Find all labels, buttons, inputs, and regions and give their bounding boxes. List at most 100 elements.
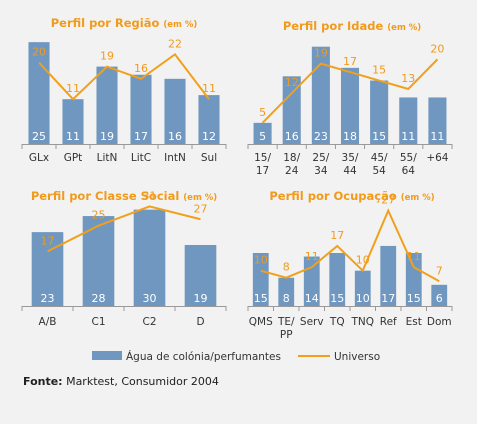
line-value-label: 11 — [202, 82, 216, 95]
line-value-label: 5 — [259, 106, 266, 119]
line-value-label: 19 — [100, 50, 114, 63]
chart-title-unit: (em %) — [183, 193, 217, 203]
category-label: 64 — [402, 165, 416, 177]
bar-value-label: 16 — [285, 130, 299, 143]
chart-title-text: Perfil por Ocupação — [269, 189, 400, 203]
category-label: C2 — [142, 316, 156, 328]
line-value-label: 15 — [372, 64, 386, 77]
category-label: TQ — [329, 316, 345, 328]
line-value-label: 11 — [66, 82, 80, 95]
bar — [311, 46, 330, 144]
universo-line — [261, 58, 439, 124]
category-label: A/B — [39, 316, 57, 328]
category-label: 18/ — [283, 152, 300, 164]
category-label: 44 — [343, 165, 357, 177]
category-label: Dom — [427, 316, 452, 328]
bar-value-label: 23 — [41, 292, 55, 305]
bar-value-label: 5 — [259, 130, 266, 143]
line-value-label: 19 — [314, 47, 328, 60]
category-label: GLx — [29, 152, 49, 164]
source-text: Marktest, Consumidor 2004 — [62, 375, 219, 388]
bar — [96, 66, 118, 144]
chart-title-text: Perfil por Idade — [283, 19, 387, 33]
line-value-label: 10 — [356, 254, 370, 267]
bar — [329, 253, 346, 306]
line-value-label: 13 — [401, 72, 415, 85]
bar — [253, 122, 272, 144]
line-value-label: 16 — [134, 62, 148, 75]
bar — [405, 253, 422, 306]
category-label: 17 — [256, 165, 269, 177]
line-value-label: 17 — [41, 234, 55, 247]
bar-value-label: 12 — [202, 130, 216, 143]
category-label: Serv — [300, 316, 324, 328]
chart-title-unit: (em %) — [387, 23, 421, 33]
bar — [282, 76, 301, 144]
bar — [370, 80, 389, 144]
category-label: GPt — [64, 152, 83, 164]
bar-value-label: 11 — [401, 130, 415, 143]
bar-value-label: 11 — [66, 130, 80, 143]
bar-value-label: 19 — [194, 292, 208, 305]
bar — [431, 284, 448, 306]
bar — [133, 209, 166, 306]
chart-title-text: Perfil por Região — [51, 16, 164, 30]
category-label: 45/ — [371, 152, 388, 164]
bar-value-label: 14 — [305, 292, 319, 305]
bar-value-label: 11 — [430, 130, 444, 143]
line-value-label: 10 — [254, 254, 268, 267]
bar-value-label: 18 — [343, 130, 357, 143]
chart-title-1: Perfil por Região (em %) — [51, 16, 198, 30]
line-value-label: 20 — [32, 46, 46, 59]
universo-line — [260, 208, 440, 283]
bar-value-label: 30 — [143, 292, 157, 305]
bar-value-label: 8 — [283, 292, 290, 305]
category-label: 54 — [372, 165, 386, 177]
bar — [198, 95, 220, 144]
legend-line-label: Universo — [334, 351, 380, 363]
chart-title-unit: (em %) — [401, 193, 435, 203]
bar — [184, 244, 217, 306]
bar — [340, 67, 360, 144]
chart-title-4: Perfil por Ocupação (em %) — [269, 189, 434, 203]
category-label: 24 — [285, 165, 299, 177]
category-label: PP — [280, 329, 293, 341]
category-label: Ref — [380, 316, 397, 328]
category-label: TE/ — [277, 316, 295, 328]
line-value-label: 11 — [407, 250, 421, 263]
bar-value-label: 15 — [407, 292, 421, 305]
line-value-label: 12 — [285, 76, 299, 89]
category-label: IntN — [164, 152, 186, 164]
bar-value-label: 17 — [381, 292, 395, 305]
category-label: Sul — [201, 152, 217, 164]
bar — [130, 74, 152, 144]
category-label: 34 — [314, 165, 328, 177]
line-value-label: 17 — [330, 229, 344, 242]
bar — [380, 245, 397, 306]
line-value-label: 11 — [305, 250, 319, 263]
category-label: C1 — [91, 316, 105, 328]
bar-value-label: 16 — [168, 130, 182, 143]
bar-value-label: 25 — [32, 130, 46, 143]
line-value-label: 22 — [168, 37, 182, 50]
bar — [354, 270, 371, 306]
line-value-label: 7 — [436, 264, 443, 277]
bar-value-label: 17 — [134, 130, 148, 143]
legend-bar-label: Água de colónia/perfumantes — [126, 350, 281, 363]
bar — [252, 253, 269, 306]
bar-value-label: 15 — [372, 130, 386, 143]
bar — [278, 277, 295, 306]
category-label: D — [196, 316, 204, 328]
line-value-label: 27 — [194, 202, 208, 215]
bar-value-label: 10 — [356, 292, 370, 305]
category-label: 35/ — [342, 152, 359, 164]
bar-value-label: 19 — [100, 130, 114, 143]
category-label: +64 — [426, 152, 448, 164]
category-label: TNQ — [350, 316, 374, 328]
bar-value-label: 15 — [330, 292, 344, 305]
bar — [164, 78, 186, 144]
legend-bar-swatch — [92, 351, 122, 360]
bar-value-label: 28 — [92, 292, 106, 305]
